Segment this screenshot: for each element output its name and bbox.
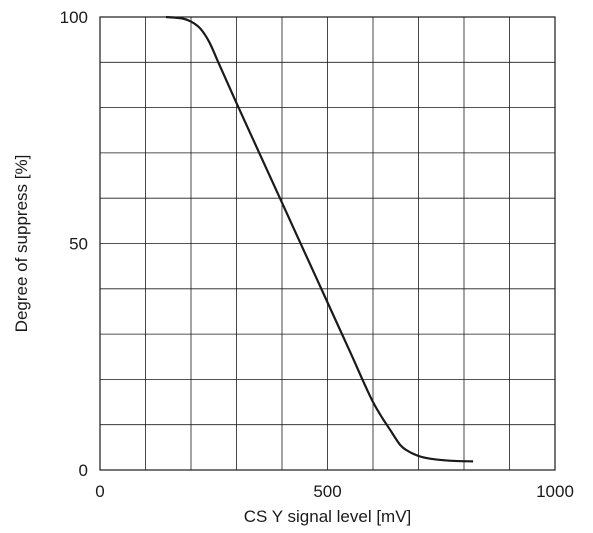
series-line-suppress-curve — [165, 15, 474, 463]
y-tick-label: 100 — [60, 8, 88, 27]
y-tick-label: 50 — [69, 235, 88, 254]
x-tick-label: 1000 — [536, 482, 574, 501]
grid-lines — [100, 17, 555, 470]
x-tick-label: 500 — [313, 482, 341, 501]
y-axis-label: Degree of suppress [%] — [12, 155, 31, 333]
x-axis-label: CS Y signal level [mV] — [244, 507, 412, 526]
y-tick-label: 0 — [79, 461, 88, 480]
x-tick-label: 0 — [95, 482, 104, 501]
plot-frame — [99, 16, 556, 471]
tick-labels: 0 500 1000 0 50 100 — [60, 8, 574, 501]
